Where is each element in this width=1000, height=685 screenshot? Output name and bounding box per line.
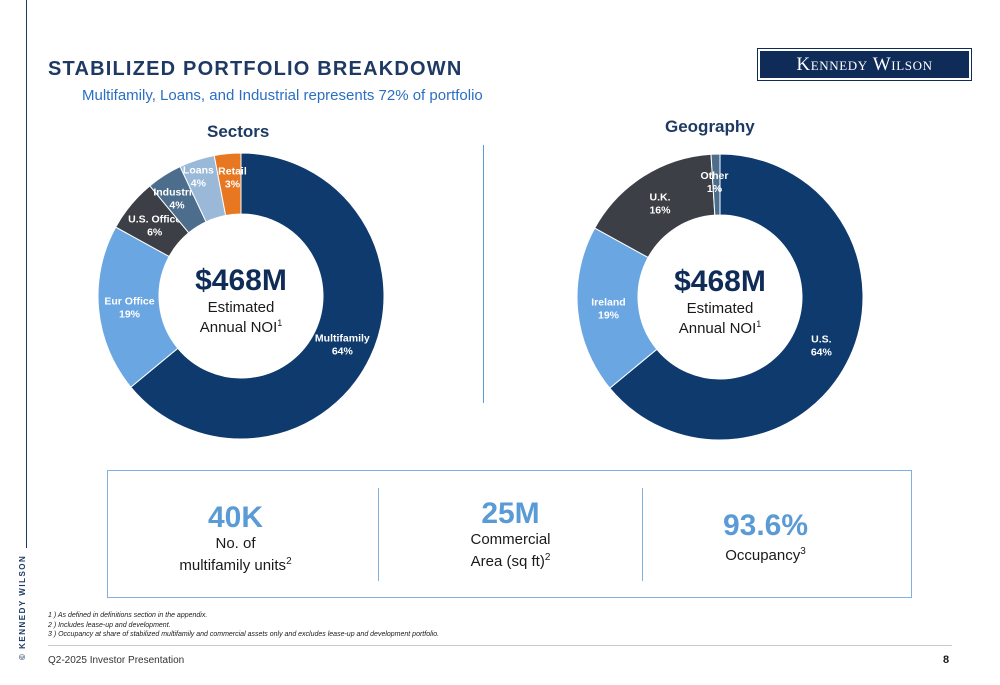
page-number: 8 (943, 654, 950, 666)
slice-label-retail: Retail 3% (218, 165, 247, 190)
charts-divider (483, 145, 484, 403)
geography-donut-chart: U.S. 64% Ireland 19% U.K. 16% Other 1% $468M Esti… (576, 153, 864, 441)
footnotes: 1 ) As defined in definitions section in… (48, 611, 439, 640)
stat-commercial-area: 25M Commercial Area (sq ft)2 (403, 497, 618, 571)
footer-rule (48, 645, 952, 646)
slice-multifamily (130, 152, 385, 440)
slice-ireland (576, 227, 658, 389)
center-value: $468M (195, 264, 287, 297)
page-title: STABILIZED PORTFOLIO BREAKDOWN (48, 58, 463, 80)
slice-other (710, 153, 721, 216)
left-vertical-rule (26, 0, 27, 548)
slice-retail (213, 152, 242, 217)
key-stats-panel: 40K No. of multifamily units2 25M Commer… (107, 470, 912, 598)
stat-label-line1: Commercial (470, 531, 551, 548)
footer-text: Q2-2025 Investor Presentation (48, 655, 185, 666)
stats-divider (642, 488, 643, 581)
slice-label-u-k: U.K. 16% (649, 191, 671, 216)
stat-multifamily-units: 40K No. of multifamily units2 (128, 501, 343, 575)
slice-label-loans: Loans 4% (183, 164, 214, 189)
slice-label-eur-office: Eur Office 19% (104, 296, 154, 321)
slice-label-other: Other 1% (700, 170, 728, 195)
page-subtitle: Multifamily, Loans, and Industrial repre… (82, 87, 483, 104)
slice-label-multifamily: Multifamily 64% (315, 333, 370, 358)
center-label-line2: Annual NOI1 (200, 318, 283, 336)
stat-label-line2: Area (sq ft)2 (470, 552, 551, 570)
kennedy-wilson-logo: Kennedy Wilson (757, 48, 972, 81)
footnote: 2 ) Includes lease-up and development. (48, 621, 171, 629)
stat-label-line1: No. of (215, 535, 256, 552)
slice-u-s (609, 153, 864, 441)
stat-value: 40K (207, 501, 264, 534)
footnote: 1 ) As defined in definitions section in… (48, 612, 208, 619)
slice-label-u-s: U.S. 64% (811, 334, 833, 359)
slice-eur-office (97, 226, 179, 388)
stat-value: 25M (481, 497, 540, 530)
stat-label-line2: Occupancy3 (725, 546, 806, 564)
center-label-line1: Estimated (687, 300, 754, 317)
center-value: $468M (674, 265, 766, 298)
geography-chart-title: Geography (665, 117, 755, 136)
stat-occupancy: 93.6% Occupancy3 (658, 509, 873, 565)
sectors-donut-chart: Multifamily 64% Eur Office 19% U.S. Office 6%… (97, 152, 385, 440)
slice-label-ireland: Ireland 19% (591, 297, 625, 322)
stat-label-line2: multifamily units2 (179, 556, 292, 574)
stat-value: 93.6% (722, 509, 809, 542)
stats-divider (378, 488, 379, 581)
center-label-line2: Annual NOI1 (679, 319, 762, 337)
slice-label-u-s-office: U.S. Office 6% (128, 214, 181, 239)
side-copyright: © KENNEDY WILSON (18, 554, 27, 660)
footnote: 3 ) Occupancy at share of stabilized mul… (48, 631, 440, 638)
slice-label-industrial: Industrial 4% (153, 186, 200, 211)
sectors-chart-title: Sectors (207, 122, 270, 141)
center-label-line1: Estimated (208, 299, 275, 316)
